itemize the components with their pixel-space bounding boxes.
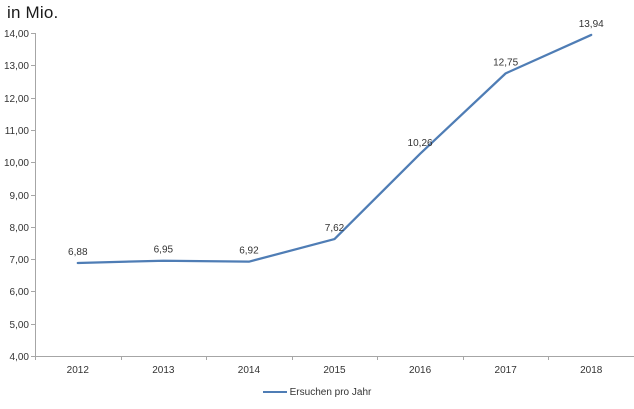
data-label: 6,95: [154, 245, 174, 256]
legend: Ersuchen pro Jahr: [0, 384, 634, 400]
y-axis-tick-label: 13,00: [4, 61, 29, 72]
y-axis-tick-label: 12,00: [4, 94, 29, 105]
y-axis-tick-label: 10,00: [4, 158, 29, 169]
data-label: 6,92: [239, 246, 259, 257]
series-line: [76, 33, 593, 265]
y-axis-tick-label: 14,00: [4, 29, 29, 40]
x-axis-tick-label: 2014: [238, 365, 261, 376]
y-axis-tick-label: 6,00: [10, 287, 30, 298]
data-label: 6,88: [68, 247, 88, 258]
axis-lines: [35, 33, 634, 357]
data-label: 12,75: [493, 57, 518, 68]
y-axis-tick-label: 5,00: [10, 320, 30, 331]
x-axis-tick-label: 2018: [580, 365, 603, 376]
y-axis-tick-label: 7,00: [10, 255, 30, 266]
y-axis-tick-label: 8,00: [10, 223, 30, 234]
y-axis-tick-label: 9,00: [10, 191, 30, 202]
x-axis-tick-label: 2017: [495, 365, 518, 376]
data-label: 7,62: [325, 223, 345, 234]
data-label: 10,26: [408, 138, 433, 149]
chart-title: in Mio.: [7, 3, 59, 22]
data-label: 13,94: [579, 19, 604, 30]
legend-label: Ersuchen pro Jahr: [289, 386, 372, 398]
x-axis-tick-label: 2013: [152, 365, 175, 376]
x-axis-tick-label: 2012: [67, 365, 90, 376]
x-axis-tick-label: 2015: [323, 365, 346, 376]
y-axis-tick-label: 4,00: [10, 352, 30, 363]
x-axis-tick-label: 2016: [409, 365, 432, 376]
legend-line-marker-icon: [262, 391, 287, 393]
y-axis-tick-label: 11,00: [5, 126, 30, 137]
